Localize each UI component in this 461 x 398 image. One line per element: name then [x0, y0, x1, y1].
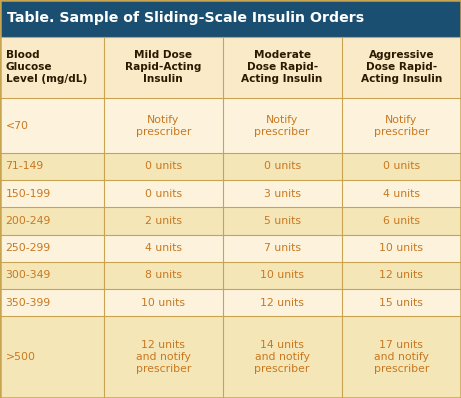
Text: Moderate
Dose Rapid-
Acting Insulin: Moderate Dose Rapid- Acting Insulin — [242, 51, 323, 84]
Text: 10 units: 10 units — [141, 298, 185, 308]
Text: 7 units: 7 units — [264, 243, 301, 253]
Bar — [0, 234, 461, 262]
Text: Aggressive
Dose Rapid-
Acting Insulin: Aggressive Dose Rapid- Acting Insulin — [361, 51, 442, 84]
Text: 350-399: 350-399 — [6, 298, 51, 308]
Bar — [0, 207, 461, 234]
Text: Notify
prescriber: Notify prescriber — [136, 115, 191, 137]
Text: 15 units: 15 units — [379, 298, 423, 308]
Text: 10 units: 10 units — [379, 243, 423, 253]
Bar — [0, 316, 461, 398]
Text: 12 units: 12 units — [379, 270, 423, 281]
Text: 12 units: 12 units — [260, 298, 304, 308]
Text: 3 units: 3 units — [264, 189, 301, 199]
Bar — [0, 153, 461, 180]
Text: 4 units: 4 units — [145, 243, 182, 253]
Bar — [0, 262, 461, 289]
Text: >500: >500 — [6, 352, 35, 362]
Text: 5 units: 5 units — [264, 216, 301, 226]
Text: Blood
Glucose
Level (mg/dL): Blood Glucose Level (mg/dL) — [6, 51, 87, 84]
Text: Mild Dose
Rapid-Acting
Insulin: Mild Dose Rapid-Acting Insulin — [125, 51, 201, 84]
Text: 14 units
and notify
prescriber: 14 units and notify prescriber — [254, 340, 310, 374]
Bar — [0, 37, 461, 98]
Text: <70: <70 — [6, 121, 29, 131]
Text: Notify
prescriber: Notify prescriber — [373, 115, 429, 137]
Text: 0 units: 0 units — [145, 162, 182, 172]
Text: 0 units: 0 units — [264, 162, 301, 172]
Text: 4 units: 4 units — [383, 189, 420, 199]
Text: Notify
prescriber: Notify prescriber — [254, 115, 310, 137]
Text: 17 units
and notify
prescriber: 17 units and notify prescriber — [373, 340, 429, 374]
Text: 0 units: 0 units — [145, 189, 182, 199]
Text: 71-149: 71-149 — [6, 162, 44, 172]
Text: 12 units
and notify
prescriber: 12 units and notify prescriber — [136, 340, 191, 374]
Text: 10 units: 10 units — [260, 270, 304, 281]
Text: 6 units: 6 units — [383, 216, 420, 226]
Text: 150-199: 150-199 — [6, 189, 51, 199]
Bar — [0, 289, 461, 316]
Text: 200-249: 200-249 — [6, 216, 51, 226]
Bar — [0, 180, 461, 207]
Text: 0 units: 0 units — [383, 162, 420, 172]
Text: 300-349: 300-349 — [6, 270, 51, 281]
Text: 250-299: 250-299 — [6, 243, 51, 253]
Text: Table. Sample of Sliding-Scale Insulin Orders: Table. Sample of Sliding-Scale Insulin O… — [7, 11, 365, 25]
Bar — [0, 98, 461, 153]
Bar — [0, 0, 461, 37]
Text: 8 units: 8 units — [145, 270, 182, 281]
Text: 2 units: 2 units — [145, 216, 182, 226]
